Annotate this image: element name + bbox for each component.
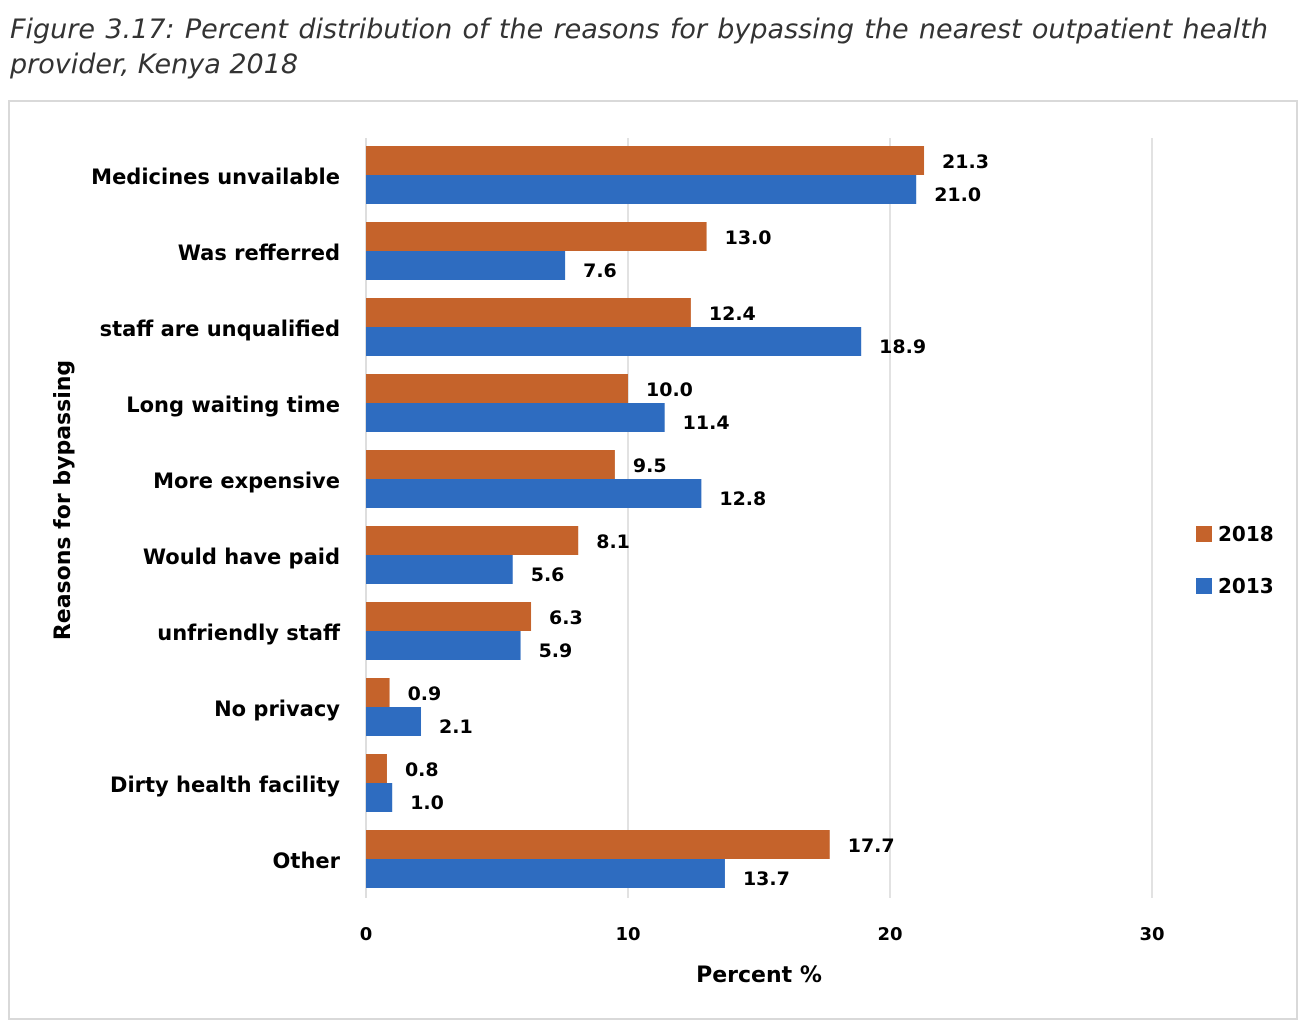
legend-label-2013: 2013 [1218,574,1274,598]
category-label: staff are unqualified [100,317,340,341]
bar-2013 [366,327,862,356]
data-label-2018: 10.0 [646,379,693,401]
category-label: Other [273,849,341,873]
bar-2013 [366,707,422,736]
bar-2018 [366,146,925,175]
data-label-2013: 5.9 [539,640,573,662]
x-tick-label: 20 [877,924,902,945]
data-label-2013: 18.9 [879,336,926,358]
bar-2013 [366,175,917,204]
data-label-2018: 17.7 [848,835,895,857]
bar-2013 [366,783,393,812]
legend: 2018 2013 [1196,522,1274,598]
legend-label-2018: 2018 [1218,522,1274,546]
data-label-2018: 0.9 [408,683,442,705]
bar-2013 [366,631,521,660]
figure-caption: Figure 3.17: Percent distribution of the… [10,14,1268,80]
data-label-2013: 13.7 [743,868,790,890]
data-label-2018: 13.0 [725,227,772,249]
bar-2018 [366,602,532,631]
data-label-2013: 11.4 [683,412,730,434]
data-label-2018: 6.3 [549,607,583,629]
bar-2018 [366,222,707,251]
bar-2018 [366,830,830,859]
data-label-2018: 21.3 [942,151,989,173]
chart-frame [8,100,1298,1020]
data-label-2018: 0.8 [405,759,439,781]
category-label: Would have paid [143,545,340,569]
category-label: Was refferred [178,241,340,265]
data-label-2013: 5.6 [531,564,565,586]
bar-2013 [366,403,665,432]
bar-2018 [366,374,628,403]
category-label: unfriendly staff [157,621,341,645]
data-label-2018: 9.5 [633,455,667,477]
category-label: Dirty health facility [110,773,340,797]
category-label: No privacy [214,697,340,721]
data-label-2013: 1.0 [410,792,444,814]
bar-2018 [366,526,579,555]
data-label-2013: 7.6 [583,260,617,282]
bar-2018 [366,450,615,479]
data-label-2013: 12.8 [719,488,766,510]
data-label-2018: 12.4 [709,303,756,325]
data-label-2013: 21.0 [934,184,981,206]
data-label-2018: 8.1 [596,531,630,553]
x-tick-label: 0 [360,924,373,945]
x-tick-label: 10 [615,924,640,945]
category-label: More expensive [153,469,340,493]
category-label: Medicines unvailable [91,165,340,189]
bar-2013 [366,479,702,508]
bar-2013 [366,555,513,584]
category-label: Long waiting time [126,393,340,417]
data-label-2013: 2.1 [439,716,473,738]
bar-2018 [366,678,390,707]
bar-2013 [366,859,725,888]
bars [366,146,925,888]
bar-2018 [366,298,691,327]
legend-swatch-2013 [1196,578,1212,594]
bar-2018 [366,754,387,783]
x-tick-label: 30 [1139,924,1164,945]
bar-2013 [366,251,566,280]
legend-swatch-2018 [1196,526,1212,542]
y-axis-label: Reasons for bypassing [51,360,76,640]
x-axis-label: Percent % [696,963,822,988]
labels: 0 10 20 30 Medicines unvailable 21.3 21.0 Was r… [91,151,1164,945]
